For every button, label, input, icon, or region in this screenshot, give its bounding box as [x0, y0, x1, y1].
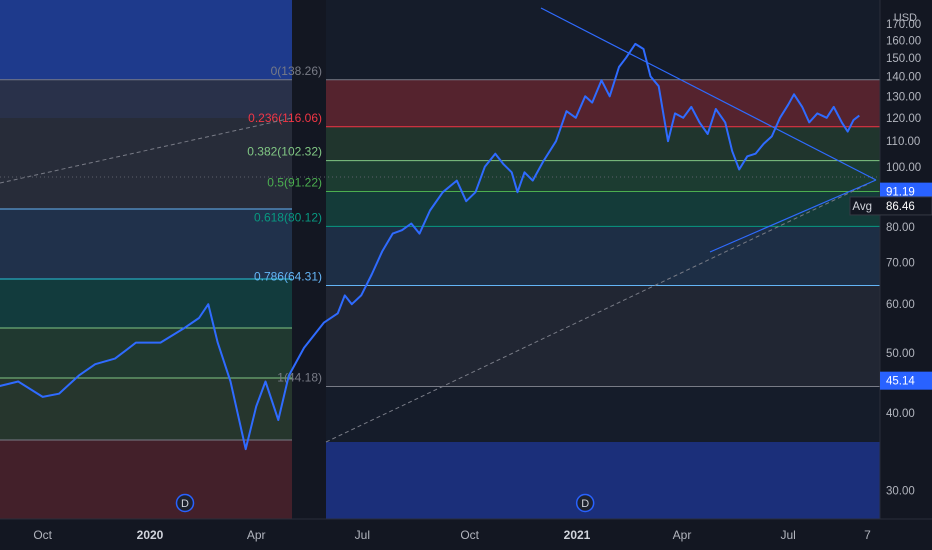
price-tick-label: 30.00: [886, 486, 915, 498]
fib-zone: [326, 191, 880, 227]
price-tick-label: 80.00: [886, 222, 915, 234]
time-tick-label: 2021: [564, 528, 591, 542]
fib-zone: [326, 79, 880, 127]
time-tick-label: Apr: [673, 528, 692, 542]
time-tick-label: Jul: [355, 528, 370, 542]
lower-trend-line[interactable]: [709, 179, 877, 253]
fib-zone: [326, 285, 880, 387]
dividend-marker-label: D: [181, 498, 189, 510]
fib-level-label: 0.5(91.22): [267, 176, 322, 190]
fib-level-label: 0.236(116.06): [248, 111, 322, 125]
price-tick-label: 150.00: [886, 53, 921, 65]
price-tick-label: 50.00: [886, 348, 915, 360]
avg-label: Avg: [852, 201, 872, 213]
dividend-marker[interactable]: D: [575, 493, 595, 513]
price-label-text: 45.14: [886, 376, 915, 388]
time-tick-label: Oct: [33, 528, 52, 542]
fib-level-label: 0(138.26): [271, 64, 322, 78]
time-tick-label: Apr: [247, 528, 266, 542]
price-axis-ticks: 30.0040.0050.0060.0070.0080.0090.00100.0…: [886, 19, 921, 497]
price-line: [0, 42, 860, 451]
time-axis[interactable]: Oct 2020 Apr Jul Oct 2021 Apr Jul 7: [0, 518, 932, 542]
fib-zone-left: [0, 209, 292, 279]
fib-zone-left: [0, 378, 292, 440]
dividend-marker-circle: [175, 493, 195, 513]
dividend-marker-circle: [575, 493, 595, 513]
price-series: [0, 42, 860, 451]
fib-zone: [326, 160, 880, 192]
time-tick-label: 2020: [137, 528, 164, 542]
currency-label: USD: [894, 12, 917, 24]
price-tick-label: 70.00: [886, 258, 915, 270]
time-tick-label: Jul: [780, 528, 795, 542]
price-label: 91.19: [880, 182, 932, 201]
price-labels: 91.19 86.46 45.14 Avg: [849, 182, 932, 390]
price-label: 45.14: [880, 371, 932, 390]
upper-trend-line[interactable]: [540, 7, 877, 181]
price-tick-label: 140.00: [886, 71, 921, 83]
dividend-marker[interactable]: D: [175, 493, 195, 513]
time-tick-label: 7: [864, 528, 871, 542]
plot-area: 0(138.26) 0.236(116.06) 0.382(102.32) 0.5(9…: [0, 0, 880, 519]
price-label-box: [849, 196, 932, 216]
fib-zone: [326, 126, 880, 161]
fib-level-label: 0.382(102.32): [247, 145, 322, 159]
fib-zone-left: [0, 79, 292, 209]
price-label-text: 91.19: [886, 187, 915, 199]
price-tick-label: 60.00: [886, 299, 915, 311]
price-tick-label: 100.00: [886, 162, 921, 174]
time-tick-label: Oct: [460, 528, 479, 542]
fib-zone-left: [0, 328, 292, 378]
price-label-box: [880, 371, 932, 390]
background-right-bottom-zone: [326, 442, 880, 519]
price-tick-label: 160.00: [886, 36, 921, 48]
price-label-box: [880, 182, 932, 201]
price-axis[interactable]: 30.0040.0050.0060.0070.0080.0090.00100.0…: [849, 0, 932, 519]
fib-level-label: 1(44.18): [277, 370, 322, 384]
fib-zone-left: [0, 279, 292, 328]
price-label: 86.46: [849, 196, 932, 216]
trend-lines[interactable]: [326, 7, 877, 442]
fib-level-label: 0.618(80.12): [254, 210, 322, 224]
fib-level-label: 0.786(64.31): [254, 270, 322, 284]
fibonacci-retracement[interactable]: 0(138.26) 0.236(116.06) 0.382(102.32) 0.5(9…: [0, 64, 880, 443]
price-tick-label: 110.00: [886, 136, 920, 148]
price-tick-label: 170.00: [886, 19, 921, 31]
price-tick-label: 40.00: [886, 408, 915, 420]
price-label-text: 86.46: [886, 201, 915, 213]
fib-zone: [326, 226, 880, 286]
fib-trend-line[interactable]: [0, 117, 293, 184]
dividend-marker-label: D: [581, 498, 589, 510]
background-left-bottom-zone: [0, 440, 292, 519]
price-tick-label: 130.00: [886, 91, 921, 103]
time-axis-ticks: Oct 2020 Apr Jul Oct 2021 Apr Jul 7: [33, 528, 871, 542]
price-tick-label: 120.00: [886, 113, 921, 125]
fib-trend-line[interactable]: [325, 182, 871, 443]
